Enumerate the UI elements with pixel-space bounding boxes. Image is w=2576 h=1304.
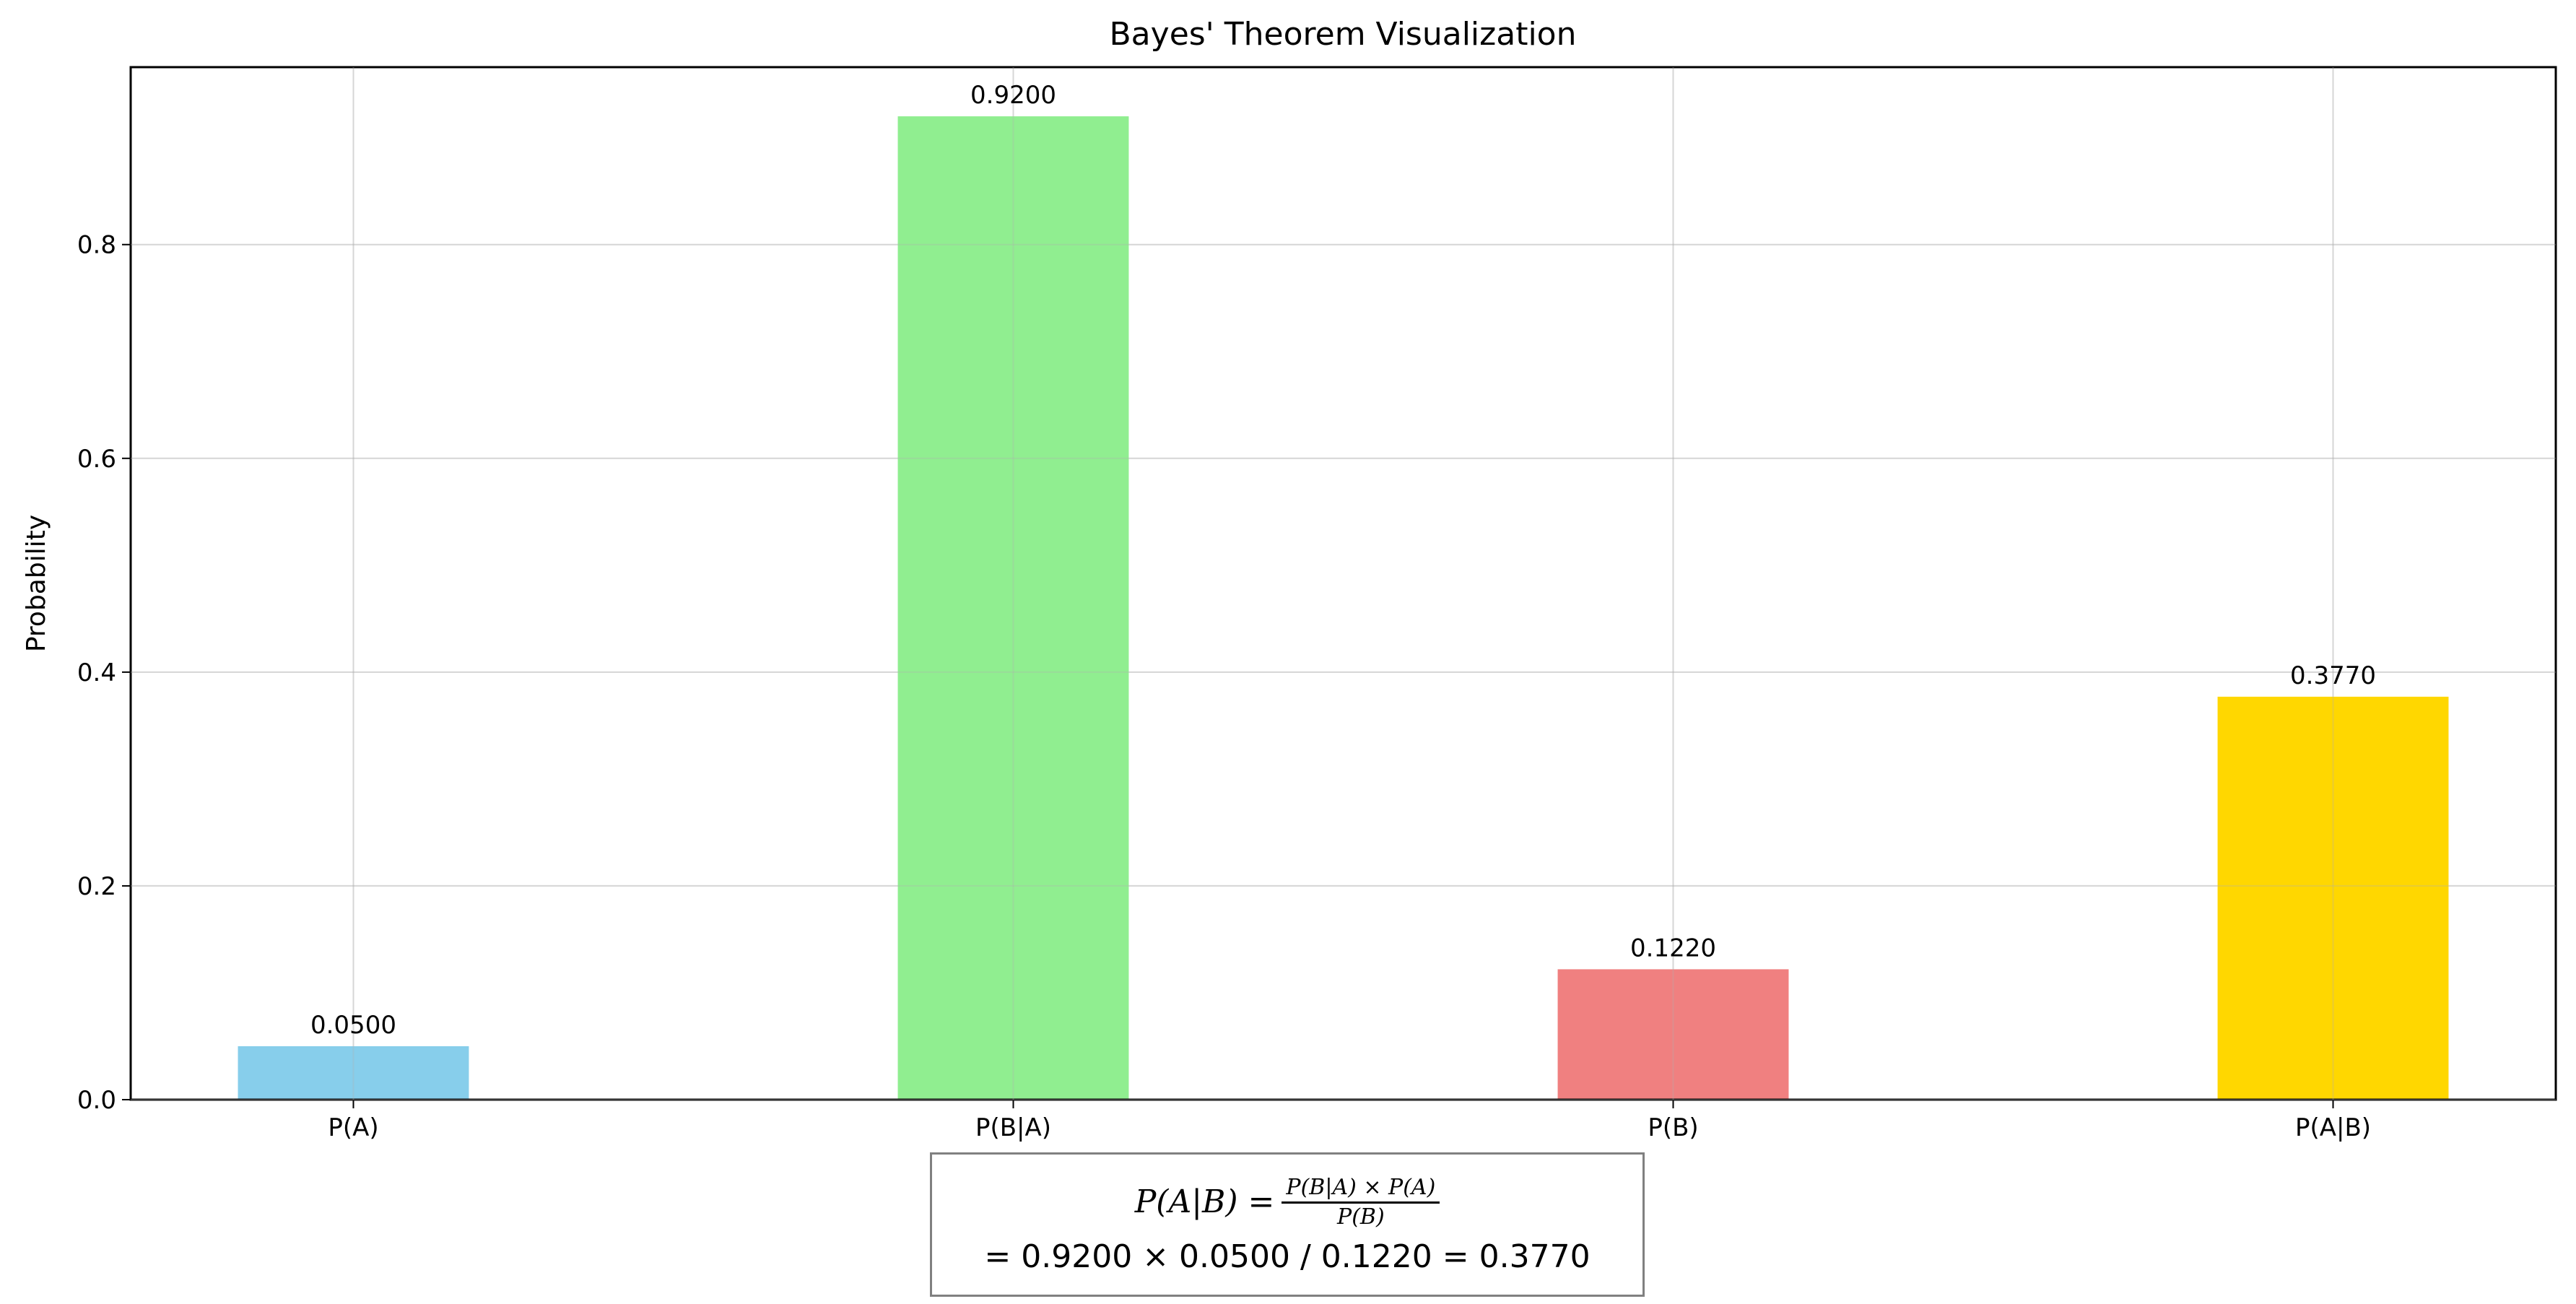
y-axis-label: Probability: [22, 515, 51, 652]
formula-computation: = 0.9200 × 0.0500 / 0.1220 = 0.3770: [984, 1238, 1591, 1275]
bar-3: [1557, 969, 1789, 1100]
y-tick-label: 0.0: [77, 1086, 116, 1115]
y-tick-label: 0.2: [77, 872, 116, 901]
formula-numerator: P(B|A) × P(A): [1282, 1176, 1440, 1204]
plot-frame: [129, 66, 2557, 1101]
x-tick-label: P(A|B): [2295, 1113, 2371, 1142]
formula-fraction: P(B|A) × P(A) P(B): [1282, 1176, 1440, 1230]
x-tick-label: P(B): [1648, 1113, 1698, 1142]
grid-layer: [131, 67, 2556, 1100]
y-tick-label: 0.6: [77, 445, 116, 474]
bar-value-label: 0.9200: [970, 81, 1056, 110]
bars-layer: [238, 116, 2449, 1100]
bar-value-label: 0.1220: [1630, 934, 1716, 962]
formula-lhs: P(A|B) =: [1134, 1183, 1275, 1220]
bar-value-label: 0.0500: [310, 1011, 396, 1040]
formula-denominator: P(B): [1337, 1204, 1385, 1230]
chart-title: Bayes' Theorem Visualization: [1110, 16, 1577, 53]
bar-value-label: 0.3770: [2290, 661, 2376, 690]
bar-1: [238, 1046, 469, 1100]
x-tick-label: P(A): [328, 1113, 378, 1142]
ticks-layer: [122, 67, 2556, 1108]
x-tick-label: P(B|A): [975, 1113, 1051, 1142]
formula-equation: P(A|B) = P(B|A) × P(A) P(B): [1134, 1176, 1440, 1230]
y-tick-label: 0.4: [77, 658, 116, 687]
y-tick-label: 0.8: [77, 231, 116, 260]
formula-box: P(A|B) = P(B|A) × P(A) P(B) = 0.9200 × 0…: [930, 1152, 1645, 1297]
labels-layer: 0.0 0.2 0.4 0.6 0.8 P(A) 0.0500 P(B|A) 0.9200 P(B…: [77, 81, 2376, 1142]
bar-2: [897, 116, 1129, 1100]
bar-4: [2217, 696, 2449, 1100]
